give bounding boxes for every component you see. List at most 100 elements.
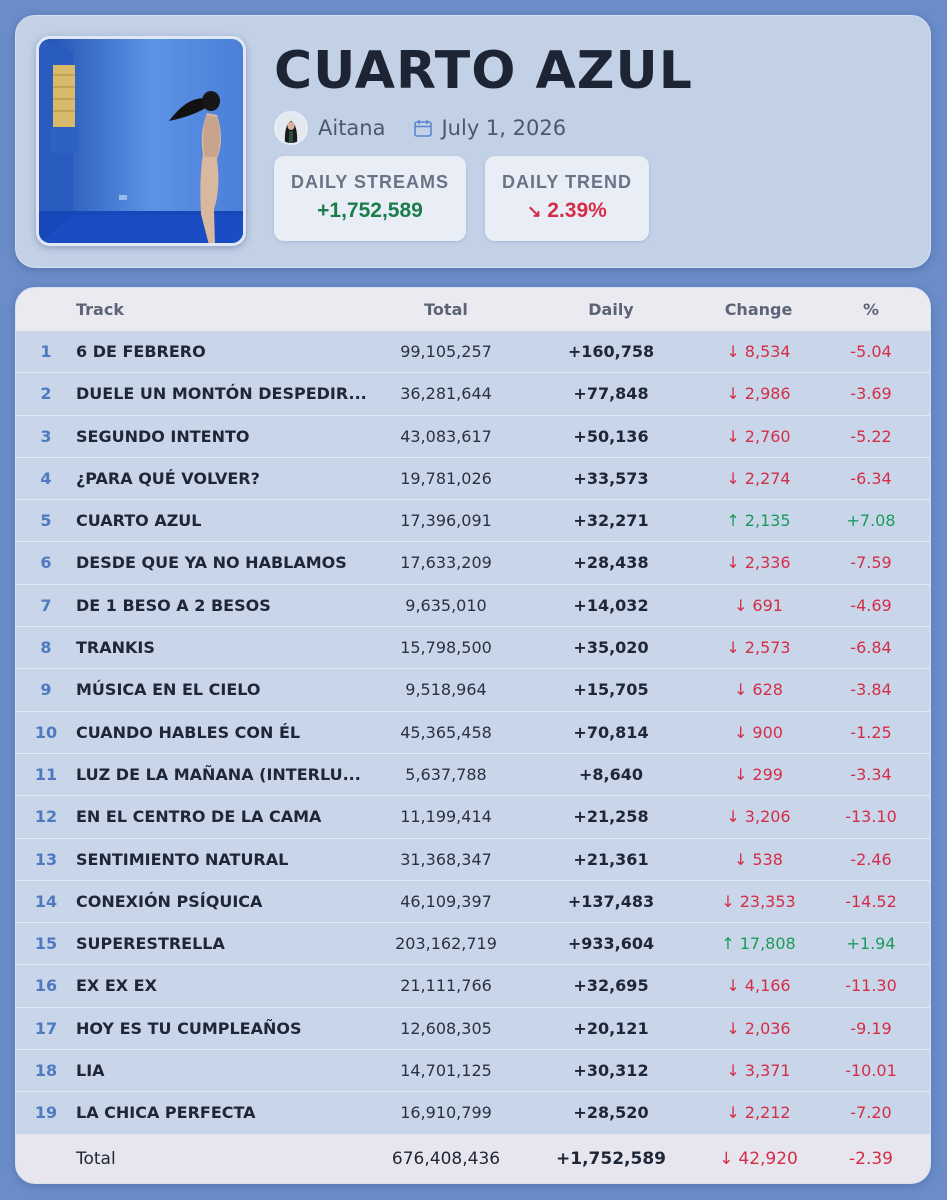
track-title[interactable]: CONEXIÓN PSÍQUICA xyxy=(76,891,263,911)
track-percent: -10.01 xyxy=(845,1061,897,1081)
track-change: ↓ 2,760 xyxy=(696,416,821,458)
track-title[interactable]: HOY ES TU CUMPLEAÑOS xyxy=(76,1018,302,1038)
track-rank: 11 xyxy=(34,764,58,784)
footer-total: 676,408,436 xyxy=(391,1149,501,1169)
track-change: ↓ 691 xyxy=(696,585,821,627)
track-title[interactable]: TRANKIS xyxy=(76,638,155,658)
arrow-down-icon: ↓ xyxy=(734,722,748,742)
track-rank: 10 xyxy=(34,722,58,742)
track-title[interactable]: CUARTO AZUL xyxy=(76,511,202,531)
track-total: 99,105,257 xyxy=(400,342,492,361)
track-title[interactable]: SEGUNDO INTENTO xyxy=(76,426,250,446)
track-percent: -1.25 xyxy=(850,722,892,742)
track-change: ↑ 17,808 xyxy=(696,923,821,965)
track-change-value: 2,036 xyxy=(744,1018,791,1038)
track-change-value: 3,206 xyxy=(744,807,791,827)
track-title[interactable]: DE 1 BESO A 2 BESOS xyxy=(76,595,271,615)
arrow-down-icon: ↓ xyxy=(734,595,748,615)
track-rank: 18 xyxy=(34,1061,58,1081)
track-change-value: 8,534 xyxy=(744,342,791,361)
track-change: ↓ 2,336 xyxy=(696,542,821,584)
table-row[interactable]: 6 DESDE QUE YA NO HABLAMOS 17,633,209 +28,4… xyxy=(16,542,930,585)
header-percent[interactable]: % xyxy=(862,300,880,319)
track-title[interactable]: CUANDO HABLES CON ÉL xyxy=(76,722,301,742)
table-row[interactable]: 4 ¿PARA QUÉ VOLVER? 19,781,026 +33,573 ↓ 2,27… xyxy=(16,458,930,501)
table-row[interactable]: 1 6 DE FEBRERO 99,105,257 +160,758 ↓ 8,534 -5.… xyxy=(16,331,930,374)
header-track[interactable]: Track xyxy=(76,300,124,319)
track-total: 16,910,799 xyxy=(400,1103,492,1123)
trend-down-icon: ↘ xyxy=(527,202,542,221)
header-total[interactable]: Total xyxy=(424,300,468,319)
arrow-down-icon: ↓ xyxy=(726,342,740,361)
table-row[interactable]: 15 SUPERESTRELLA 203,162,719 +933,604 ↑ 17,80… xyxy=(16,923,930,966)
track-percent: -11.30 xyxy=(845,976,897,996)
table-row[interactable]: 19 LA CHICA PERFECTA 16,910,799 +28,520 ↓ 2,2… xyxy=(16,1092,930,1135)
table-row[interactable]: 13 SENTIMIENTO NATURAL 31,368,347 +21,361 ↓ 5… xyxy=(16,839,930,881)
track-title[interactable]: EN EL CENTRO DE LA CAMA xyxy=(76,807,322,827)
track-daily: +30,312 xyxy=(573,1061,649,1081)
table-row[interactable]: 11 LUZ DE LA MAÑANA (INTERLU... 5,637,788 +… xyxy=(16,754,930,797)
track-total: 17,633,209 xyxy=(400,553,492,573)
arrow-down-icon: ↓ xyxy=(726,553,740,573)
header-change[interactable]: Change xyxy=(724,300,793,319)
table-row[interactable]: 16 EX EX EX 21,111,766 +32,695 ↓ 4,166 -11.30 xyxy=(16,965,930,1008)
track-title[interactable]: DESDE QUE YA NO HABLAMOS xyxy=(76,553,347,573)
table-row[interactable]: 17 HOY ES TU CUMPLEAÑOS 12,608,305 +20,121 ↓… xyxy=(16,1008,930,1051)
track-daily: +32,271 xyxy=(573,511,649,531)
track-title[interactable]: LIA xyxy=(76,1061,105,1081)
track-percent: -9.19 xyxy=(850,1018,892,1038)
track-title[interactable]: 6 DE FEBRERO xyxy=(76,342,206,361)
footer-percent: -2.39 xyxy=(849,1149,893,1169)
artist-name[interactable]: Aitana xyxy=(318,116,386,140)
track-total: 15,798,500 xyxy=(400,638,492,658)
track-rank: 6 xyxy=(40,553,52,573)
track-percent: -7.20 xyxy=(850,1103,892,1123)
track-change-value: 17,808 xyxy=(739,934,796,954)
header-daily[interactable]: Daily xyxy=(588,300,634,319)
track-change: ↓ 2,274 xyxy=(696,458,821,500)
arrow-down-icon: ↓ xyxy=(721,891,735,911)
tracks-table: Track Total Daily Change % 1 6 DE FEBRERO… xyxy=(15,287,931,1184)
table-row[interactable]: 7 DE 1 BESO A 2 BESOS 9,635,010 +14,032 ↓ 691… xyxy=(16,585,930,628)
track-change-value: 628 xyxy=(752,680,783,700)
track-rank: 1 xyxy=(40,342,52,361)
track-percent: -2.46 xyxy=(850,849,892,869)
table-row[interactable]: 12 EN EL CENTRO DE LA CAMA 11,199,414 +21,2… xyxy=(16,796,930,839)
table-row[interactable]: 9 MÚSICA EN EL CIELO 9,518,964 +15,705 ↓ 628 -… xyxy=(16,669,930,712)
track-percent: +7.08 xyxy=(846,511,896,531)
track-change: ↓ 4,166 xyxy=(696,965,821,1007)
album-title: CUARTO AZUL xyxy=(274,41,693,101)
table-row[interactable]: 14 CONEXIÓN PSÍQUICA 46,109,397 +137,483 ↓ 23… xyxy=(16,881,930,924)
track-title[interactable]: SUPERESTRELLA xyxy=(76,934,225,954)
daily-trend-value: 2.39% xyxy=(547,199,607,222)
artist-avatar[interactable] xyxy=(274,111,308,145)
track-daily: +28,520 xyxy=(573,1103,649,1123)
track-rank: 17 xyxy=(34,1018,58,1038)
track-daily: +933,604 xyxy=(567,934,655,954)
table-row[interactable]: 5 CUARTO AZUL 17,396,091 +32,271 ↑ 2,135 +7.08 xyxy=(16,500,930,543)
track-change: ↓ 3,371 xyxy=(696,1050,821,1092)
track-title[interactable]: MÚSICA EN EL CIELO xyxy=(76,680,261,700)
track-change-value: 2,336 xyxy=(744,553,791,573)
track-title[interactable]: EX EX EX xyxy=(76,976,157,996)
table-row[interactable]: 3 SEGUNDO INTENTO 43,083,617 +50,136 ↓ 2,760 -… xyxy=(16,416,930,458)
table-row[interactable]: 8 TRANKIS 15,798,500 +35,020 ↓ 2,573 -6.84 xyxy=(16,627,930,670)
track-title[interactable]: SENTIMIENTO NATURAL xyxy=(76,849,289,869)
track-change: ↓ 2,986 xyxy=(696,373,821,415)
arrow-up-icon: ↑ xyxy=(721,934,735,954)
track-percent: -7.59 xyxy=(850,553,892,573)
footer-change-value: 42,920 xyxy=(738,1149,798,1169)
table-row[interactable]: 10 CUANDO HABLES CON ÉL 45,365,458 +70,814 ↓… xyxy=(16,712,930,754)
track-title[interactable]: LUZ DE LA MAÑANA (INTERLU... xyxy=(76,764,361,784)
table-row[interactable]: 2 DUELE UN MONTÓN DESPEDIR... 36,281,644 +7… xyxy=(16,373,930,416)
track-title[interactable]: ¿PARA QUÉ VOLVER? xyxy=(76,468,260,488)
track-daily: +28,438 xyxy=(573,553,649,573)
track-title[interactable]: DUELE UN MONTÓN DESPEDIR... xyxy=(76,384,367,404)
track-change-value: 900 xyxy=(752,722,783,742)
table-row[interactable]: 18 LIA 14,701,125 +30,312 ↓ 3,371 -10.01 xyxy=(16,1050,930,1093)
footer-change: ↓ 42,920 xyxy=(696,1134,821,1183)
track-daily: +8,640 xyxy=(578,764,643,784)
track-change: ↓ 538 xyxy=(696,839,821,881)
table-footer-total: Total 676,408,436 +1,752,589 ↓ 42,920 -2.… xyxy=(16,1134,930,1183)
track-title[interactable]: LA CHICA PERFECTA xyxy=(76,1103,256,1123)
